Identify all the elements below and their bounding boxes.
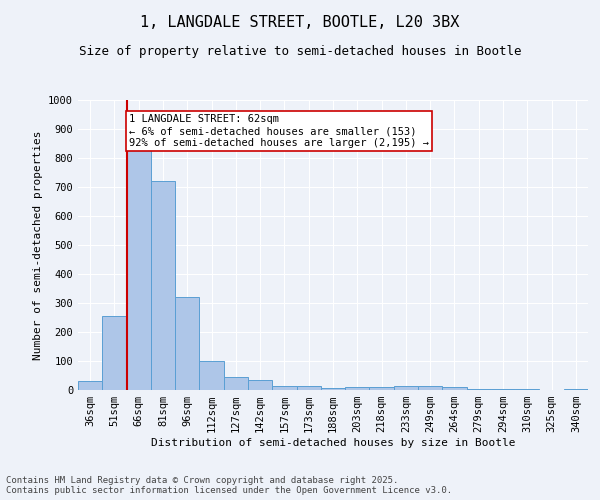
Bar: [564, 388, 588, 390]
Text: Size of property relative to semi-detached houses in Bootle: Size of property relative to semi-detach…: [79, 45, 521, 58]
Bar: [321, 388, 345, 390]
Bar: [102, 316, 127, 390]
Bar: [515, 388, 539, 390]
Text: 1, LANGDALE STREET, BOOTLE, L20 3BX: 1, LANGDALE STREET, BOOTLE, L20 3BX: [140, 15, 460, 30]
Bar: [272, 386, 296, 390]
Bar: [248, 380, 272, 390]
Bar: [491, 388, 515, 390]
Bar: [418, 386, 442, 390]
Text: 1 LANGDALE STREET: 62sqm
← 6% of semi-detached houses are smaller (153)
92% of s: 1 LANGDALE STREET: 62sqm ← 6% of semi-de…: [129, 114, 429, 148]
Bar: [175, 297, 199, 390]
Bar: [296, 386, 321, 390]
Text: Contains HM Land Registry data © Crown copyright and database right 2025.
Contai: Contains HM Land Registry data © Crown c…: [6, 476, 452, 495]
X-axis label: Distribution of semi-detached houses by size in Bootle: Distribution of semi-detached houses by …: [151, 438, 515, 448]
Y-axis label: Number of semi-detached properties: Number of semi-detached properties: [32, 130, 43, 360]
Bar: [345, 387, 370, 390]
Bar: [151, 181, 175, 390]
Bar: [394, 386, 418, 390]
Bar: [370, 387, 394, 390]
Bar: [224, 377, 248, 390]
Bar: [199, 361, 224, 390]
Bar: [467, 388, 491, 390]
Bar: [442, 386, 467, 390]
Bar: [78, 382, 102, 390]
Bar: [127, 150, 151, 390]
